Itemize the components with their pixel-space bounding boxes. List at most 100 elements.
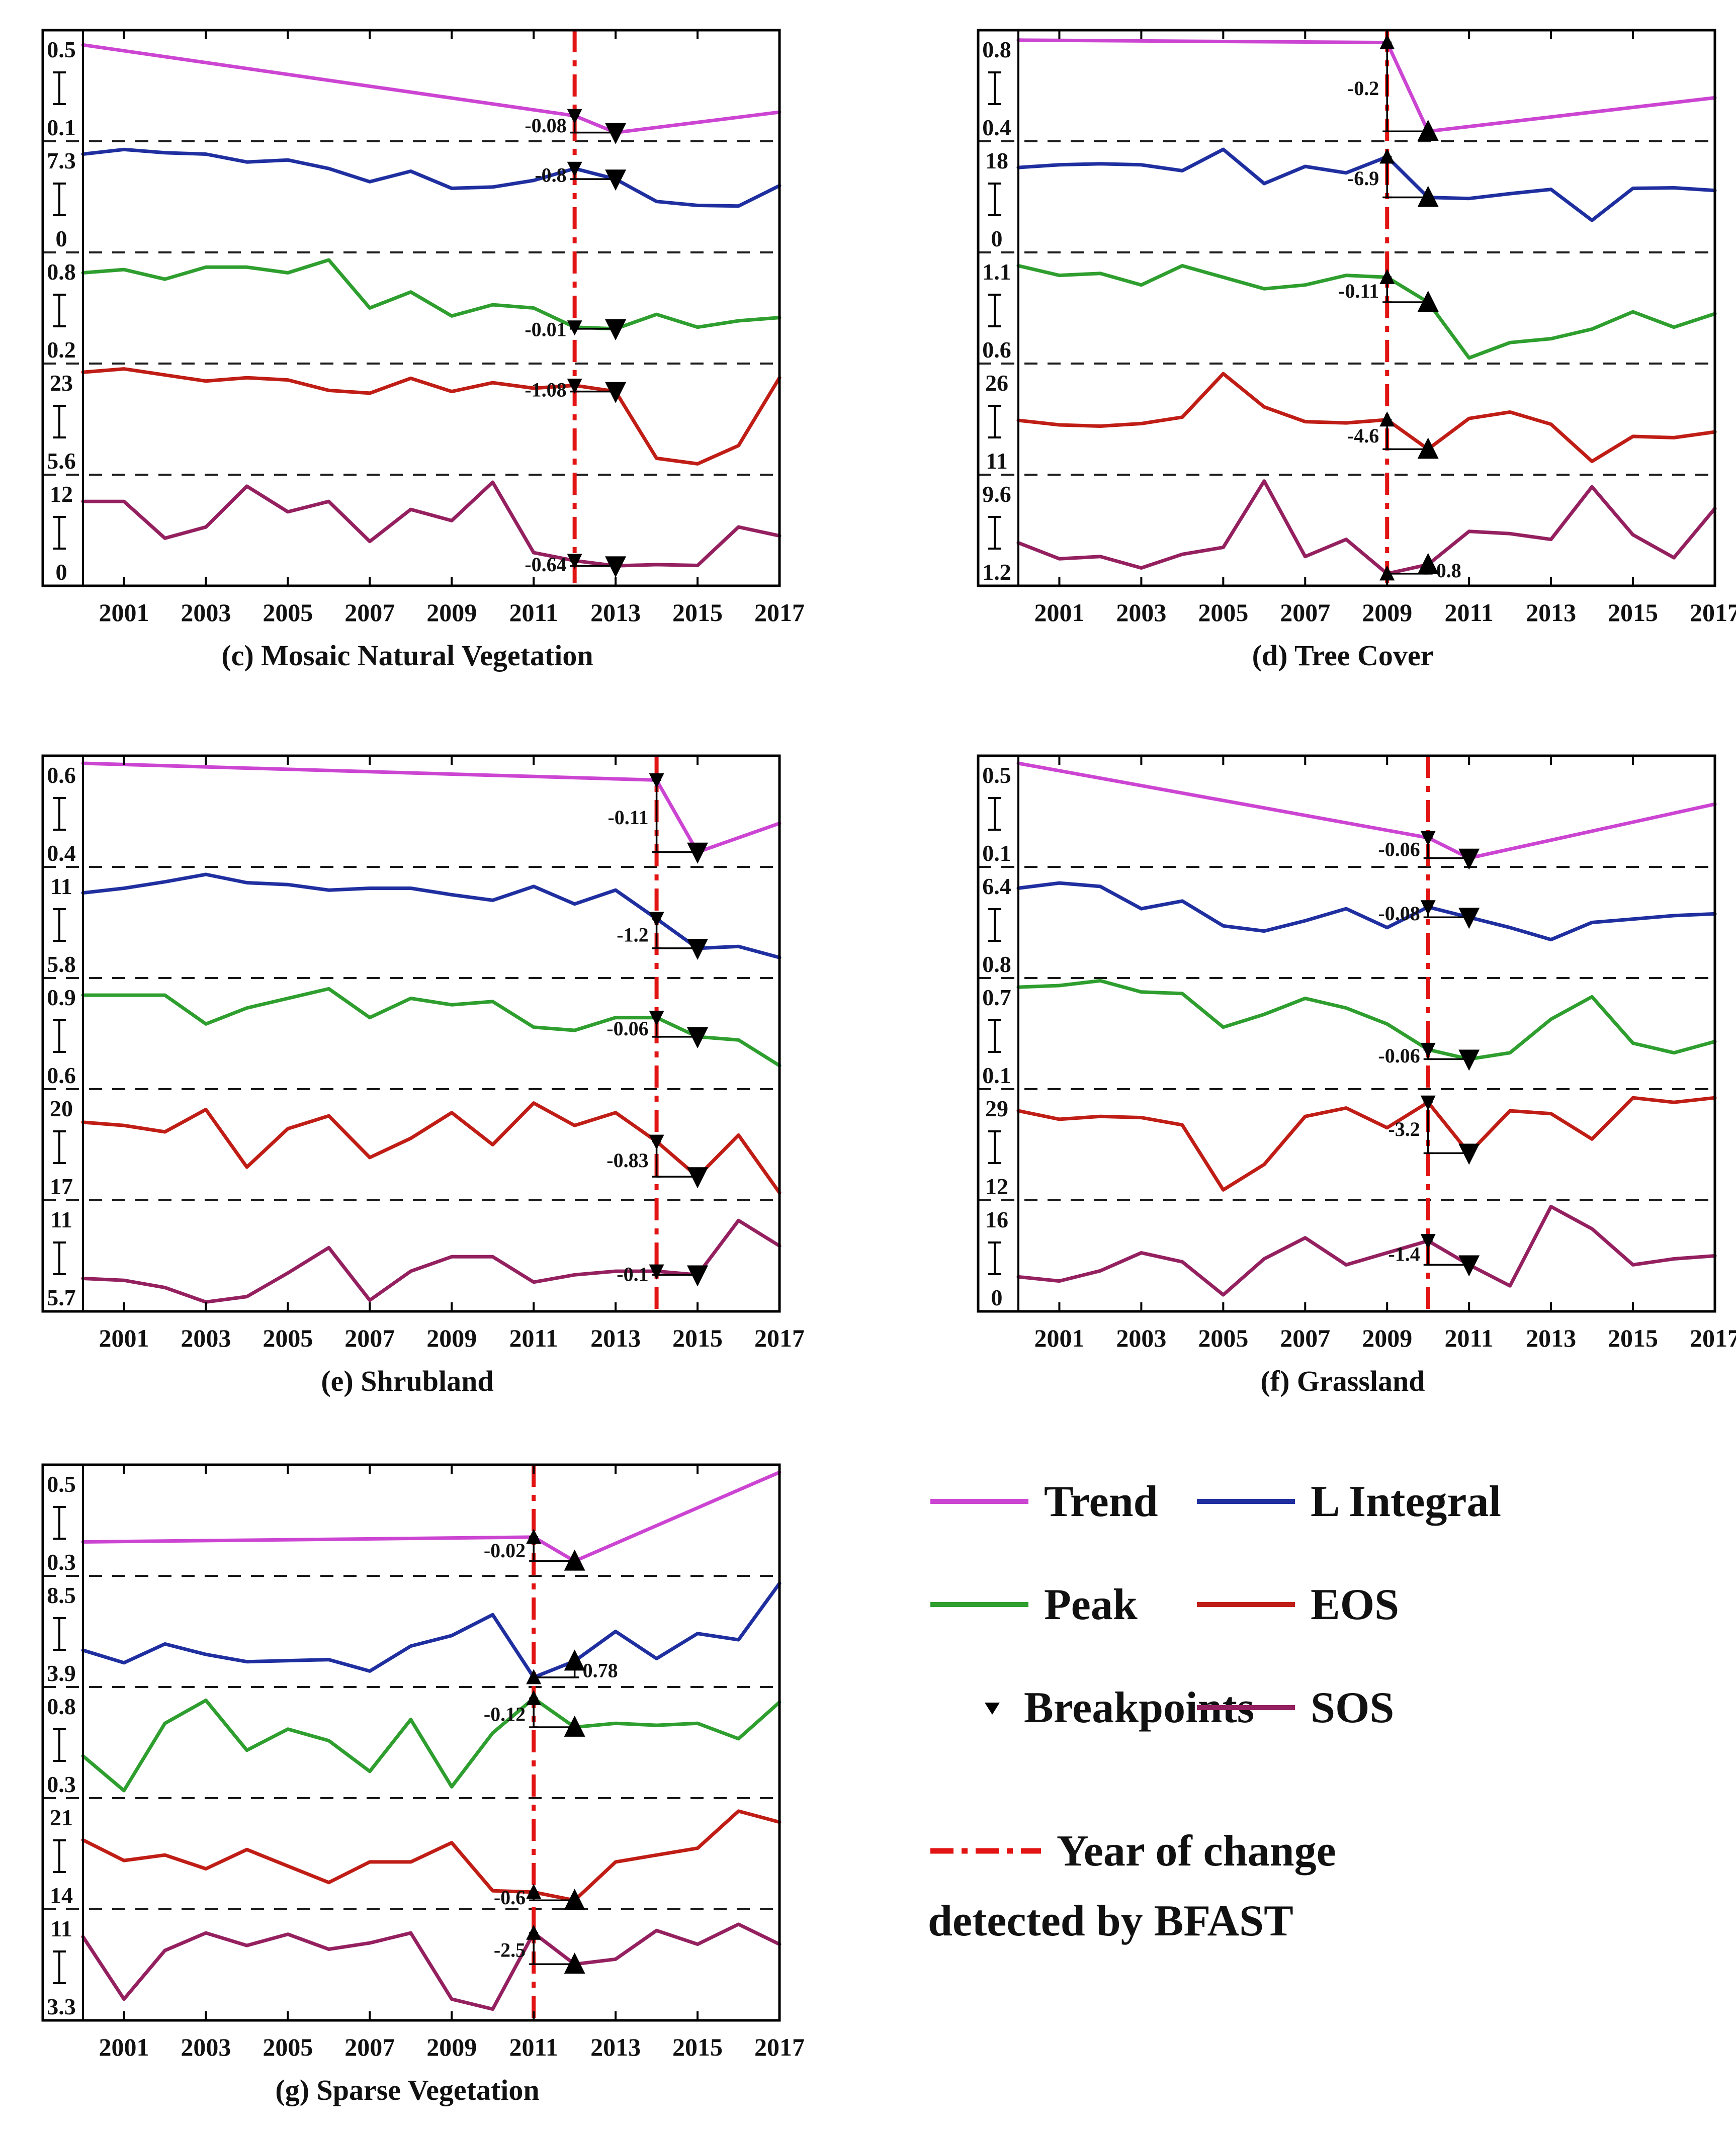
x-tick-label: 2001 xyxy=(99,598,149,627)
y-axis-max-label: 0.5 xyxy=(47,37,76,62)
series-line-trend xyxy=(81,1470,782,1563)
breakpoint-marker xyxy=(605,556,627,578)
breakpoint-annotation: -2.5 xyxy=(494,1938,526,1961)
x-tick-label: 2007 xyxy=(344,598,395,627)
breakpoint-annotation: -1.4 xyxy=(1388,1243,1420,1266)
tree-cover-chart: 0.8 0.4 18 0 1.1 0.6 26 11 9.6 1.2 -0.2 -6.9 -0.11 -4… xyxy=(977,29,1736,627)
x-tick-label: 2013 xyxy=(590,2033,641,2061)
series-line-trend xyxy=(81,43,782,135)
breakpoint-marker xyxy=(564,1649,585,1671)
y-axis-max-label: 0.9 xyxy=(47,985,76,1010)
series-line-sos xyxy=(81,480,782,568)
breakpoint-annotation: -0.08 xyxy=(1378,902,1420,925)
y-axis-max-label: 16 xyxy=(985,1207,1008,1232)
x-tick-label: 2007 xyxy=(1280,598,1330,627)
breakpoint-annotation: -3.2 xyxy=(1388,1118,1420,1140)
breakpoint-marker xyxy=(567,161,582,177)
panel-sparse-vegetation: 0.5 0.3 8.5 3.9 0.8 0.3 21 14 11 3.3 -0.02 0.78 -0.1… xyxy=(30,1457,815,2121)
breakpoint-marker xyxy=(605,319,627,340)
breakpoint-annotation: -0.06 xyxy=(1378,838,1420,860)
breakpoint-annotation: -0.02 xyxy=(484,1539,526,1562)
x-tick-label: 2013 xyxy=(590,1324,641,1352)
plot-frame xyxy=(41,1463,781,2022)
plot-frame xyxy=(41,754,781,1313)
panel-caption-g: (g) Sparse Vegetation xyxy=(275,2074,540,2106)
y-axis-max-label: 9.6 xyxy=(982,481,1011,507)
breakpoint-marker xyxy=(1417,290,1439,312)
panel-tree-cover: 0.8 0.4 18 0 1.1 0.6 26 11 9.6 1.2 -0.2 -6.9 -0.11 -4… xyxy=(966,23,1736,686)
x-tick-label: 2007 xyxy=(1280,1324,1330,1352)
panel-caption-e: (e) Shrubland xyxy=(321,1365,494,1397)
series-line-eos xyxy=(1016,372,1717,463)
x-tick-label: 2017 xyxy=(754,598,805,627)
breakpoint-marker xyxy=(526,1669,542,1684)
breakpoint-marker xyxy=(649,1264,664,1280)
breakpoint-marker xyxy=(526,1924,542,1940)
y-axis-min-label: 0.3 xyxy=(47,1549,76,1575)
x-tick-label: 2005 xyxy=(263,1324,313,1352)
series-line-l_integral xyxy=(81,872,782,959)
y-axis-max-label: 18 xyxy=(985,148,1008,173)
series-line-eos xyxy=(81,367,782,466)
breakpoint-annotation: -0.06 xyxy=(606,1017,648,1040)
plot-frame xyxy=(977,29,1716,587)
y-axis-min-label: 17 xyxy=(50,1174,73,1199)
breakpoint-marker xyxy=(1417,437,1439,459)
y-axis-min-label: 5.7 xyxy=(47,1285,76,1310)
x-tick-label: 2011 xyxy=(509,1324,558,1352)
breakpoint-annotation: -0.8 xyxy=(535,164,566,187)
breakpoint-marker xyxy=(1379,148,1395,164)
panel-caption-f: (f) Grassland xyxy=(1260,1365,1425,1397)
breakpoint-marker xyxy=(605,382,627,403)
y-axis-max-label: 29 xyxy=(985,1096,1008,1121)
eos-line-swatch xyxy=(1197,1602,1295,1607)
sparse-vegetation-chart: 0.5 0.3 8.5 3.9 0.8 0.3 21 14 11 3.3 -0.02 0.78 -0.1… xyxy=(41,1463,805,2061)
y-axis-max-label: 0.5 xyxy=(47,1471,76,1497)
y-axis-max-label: 20 xyxy=(50,1096,73,1121)
legend-label-trend: Trend xyxy=(1044,1477,1158,1526)
y-axis-max-label: 23 xyxy=(50,370,73,396)
x-tick-label: 2017 xyxy=(1690,1324,1736,1352)
breakpoint-marker xyxy=(526,1529,542,1544)
y-axis-max-label: 11 xyxy=(50,1207,72,1232)
breakpoint-marker xyxy=(649,912,664,927)
y-axis-max-label: 0.5 xyxy=(982,762,1011,788)
y-axis-min-label: 12 xyxy=(985,1174,1008,1199)
y-axis-min-label: 1.2 xyxy=(982,559,1011,585)
x-tick-label: 2013 xyxy=(590,598,641,627)
series-line-peak xyxy=(81,987,782,1068)
breakpoint-marker xyxy=(1458,1255,1480,1277)
series-line-l_integral xyxy=(81,1581,782,1679)
x-tick-label: 2003 xyxy=(1116,1324,1166,1352)
x-tick-label: 2005 xyxy=(1198,598,1248,627)
x-tick-label: 2003 xyxy=(181,598,231,627)
breakpoint-annotation: -0.06 xyxy=(1378,1044,1420,1067)
x-tick-label: 2003 xyxy=(181,1324,231,1352)
y-axis-min-label: 14 xyxy=(50,1883,73,1908)
x-tick-label: 2003 xyxy=(1116,598,1166,627)
breakpoint-annotation: -0.11 xyxy=(1338,280,1379,302)
y-axis-max-label: 8.5 xyxy=(47,1582,76,1608)
breakpoint-marker xyxy=(564,1952,585,1974)
legend-label-bfast-line1: Year of change xyxy=(1057,1826,1336,1876)
breakpoint-marker xyxy=(649,773,664,788)
breakpoint-marker xyxy=(1420,1234,1436,1250)
x-tick-label: 2005 xyxy=(263,2033,313,2061)
breakpoint-marker xyxy=(1420,831,1436,846)
breakpoint-marker xyxy=(1420,1095,1436,1111)
y-axis-max-label: 26 xyxy=(985,370,1008,396)
series-line-eos xyxy=(1016,1096,1717,1192)
y-axis-min-label: 3.3 xyxy=(47,1994,76,2019)
mosaic-natural-vegetation-chart: 0.5 0.1 7.3 0 0.8 0.2 23 5.6 12 0 -0.08 -0.8 -0.01 -1… xyxy=(41,29,805,627)
breakpoint-marker xyxy=(687,1265,709,1287)
legend-label-sos: SOS xyxy=(1311,1683,1395,1732)
x-tick-label: 2011 xyxy=(1445,1324,1494,1352)
breakpoint-marker xyxy=(567,554,582,569)
legend-item-l-integral: L Integral xyxy=(1194,1473,1501,1530)
y-axis-min-label: 11 xyxy=(986,448,1007,474)
x-tick-label: 2013 xyxy=(1526,1324,1576,1352)
breakpoint-annotation: 0.8 xyxy=(1436,559,1461,582)
breakpoint-marker xyxy=(1458,1143,1480,1165)
series-line-sos xyxy=(81,1218,782,1304)
x-tick-label: 2003 xyxy=(181,2033,231,2061)
